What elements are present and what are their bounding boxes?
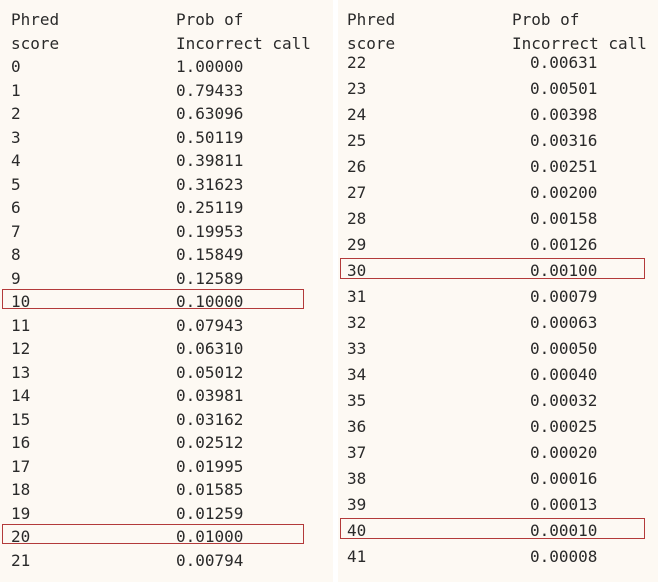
left-phred-table: Phred score Prob of Incorrect call 0 1.00…	[0, 0, 333, 582]
error-probability-cell: 0.00200	[530, 183, 598, 202]
phred-score-cell: 34	[347, 365, 367, 384]
phred-score-cell: 38	[347, 469, 367, 488]
phred-score-cell: 35	[347, 391, 367, 410]
phred-score-cell: 40	[347, 521, 367, 540]
error-probability-cell: 0.25119	[176, 198, 244, 217]
phred-score-cell: 24	[347, 105, 367, 124]
error-probability-cell: 0.00126	[530, 235, 598, 254]
highlight-box-score-30	[340, 258, 645, 279]
phred-score-cell: 27	[347, 183, 367, 202]
right-phred-table: Phred score Prob of Incorrect call 22 0.0…	[338, 0, 658, 582]
highlight-box-score-40	[340, 518, 645, 539]
header-score-line2: score	[11, 34, 60, 53]
phred-score-cell: 37	[347, 443, 367, 462]
phred-score-cell: 18	[11, 480, 31, 499]
highlight-box-score-10	[2, 289, 304, 309]
phred-score-cell: 0	[11, 57, 21, 76]
phred-score-cell: 36	[347, 417, 367, 436]
error-probability-cell: 0.00501	[530, 79, 598, 98]
phred-score-cell: 16	[11, 433, 31, 452]
error-probability-cell: 0.00100	[530, 261, 598, 280]
error-probability-cell: 0.00010	[530, 521, 598, 540]
phred-score-cell: 33	[347, 339, 367, 358]
phred-score-cell: 9	[11, 268, 21, 288]
phred-score-cell: 25	[347, 131, 367, 150]
error-probability-cell: 0.00794	[176, 550, 244, 570]
error-probability-cell: 0.01259	[176, 503, 244, 523]
error-probability-cell: 0.00013	[530, 495, 598, 514]
error-probability-cell: 0.63096	[176, 104, 244, 123]
error-probability-cell: 1.00000	[176, 57, 244, 76]
phred-score-cell: 14	[11, 386, 31, 405]
error-probability-cell: 0.06310	[176, 339, 244, 358]
error-probability-cell: 0.00016	[530, 469, 598, 488]
phred-score-cell: 22	[347, 53, 367, 72]
header-prob-line1: Prob of	[176, 10, 244, 29]
phred-score-cell: 29	[347, 235, 367, 254]
error-probability-cell: 0.03162	[176, 409, 244, 429]
phred-score-cell: 23	[347, 79, 367, 98]
phred-score-cell: 4	[11, 151, 21, 170]
error-probability-cell: 0.00631	[530, 53, 598, 72]
error-probability-cell: 0.02512	[176, 433, 244, 452]
phred-score-cell: 19	[11, 503, 31, 523]
phred-score-cell: 11	[11, 315, 31, 335]
error-probability-cell: 0.00398	[530, 105, 598, 124]
highlight-box-score-20	[2, 524, 304, 544]
phred-score-cell: 1	[11, 80, 21, 100]
error-probability-cell: 0.00050	[530, 339, 598, 358]
error-probability-cell: 0.00032	[530, 391, 598, 410]
header-prob-line2: Incorrect call	[176, 34, 311, 53]
header-score-line2: score	[347, 34, 396, 53]
error-probability-cell: 0.01995	[176, 456, 244, 476]
phred-score-cell: 15	[11, 409, 31, 429]
phred-score-cell: 13	[11, 362, 31, 382]
phred-score-cell: 17	[11, 456, 31, 476]
error-probability-cell: 0.07943	[176, 315, 244, 335]
phred-score-cell: 31	[347, 287, 367, 306]
error-probability-cell: 0.39811	[176, 151, 244, 170]
header-score-line1: Phred	[347, 10, 396, 29]
error-probability-cell: 0.00316	[530, 131, 598, 150]
phred-score-cell: 7	[11, 221, 21, 241]
error-probability-cell: 0.00008	[530, 547, 598, 566]
phred-score-cell: 26	[347, 157, 367, 176]
header-score-line1: Phred	[11, 10, 60, 29]
error-probability-cell: 0.12589	[176, 268, 244, 288]
error-probability-cell: 0.00079	[530, 287, 598, 306]
header-prob-line2: Incorrect call	[512, 34, 647, 53]
phred-score-cell: 32	[347, 313, 367, 332]
phred-score-cell: 28	[347, 209, 367, 228]
error-probability-cell: 0.01585	[176, 480, 244, 499]
error-probability-cell: 0.00040	[530, 365, 598, 384]
error-probability-cell: 0.15849	[176, 245, 244, 264]
error-probability-cell: 0.00025	[530, 417, 598, 436]
error-probability-cell: 0.00158	[530, 209, 598, 228]
error-probability-cell: 0.00020	[530, 443, 598, 462]
error-probability-cell: 0.19953	[176, 221, 244, 241]
phred-score-cell: 6	[11, 198, 21, 217]
phred-score-cell: 41	[347, 547, 367, 566]
phred-score-cell: 20	[11, 527, 31, 546]
phred-score-cell: 5	[11, 174, 21, 194]
phred-score-cell: 12	[11, 339, 31, 358]
phred-score-cell: 30	[347, 261, 367, 280]
phred-score-cell: 21	[11, 550, 31, 570]
error-probability-cell: 0.50119	[176, 127, 244, 147]
phred-score-cell: 39	[347, 495, 367, 514]
header-prob-line1: Prob of	[512, 10, 580, 29]
error-probability-cell: 0.79433	[176, 80, 244, 100]
error-probability-cell: 0.05012	[176, 362, 244, 382]
error-probability-cell: 0.00063	[530, 313, 598, 332]
error-probability-cell: 0.03981	[176, 386, 244, 405]
error-probability-cell: 0.31623	[176, 174, 244, 194]
error-probability-cell: 0.00251	[530, 157, 598, 176]
phred-score-cell: 3	[11, 127, 21, 147]
phred-score-cell: 2	[11, 104, 21, 123]
error-probability-cell: 0.01000	[176, 527, 244, 546]
error-probability-cell: 0.10000	[176, 292, 244, 311]
phred-score-cell: 8	[11, 245, 21, 264]
phred-score-cell: 10	[11, 292, 31, 311]
